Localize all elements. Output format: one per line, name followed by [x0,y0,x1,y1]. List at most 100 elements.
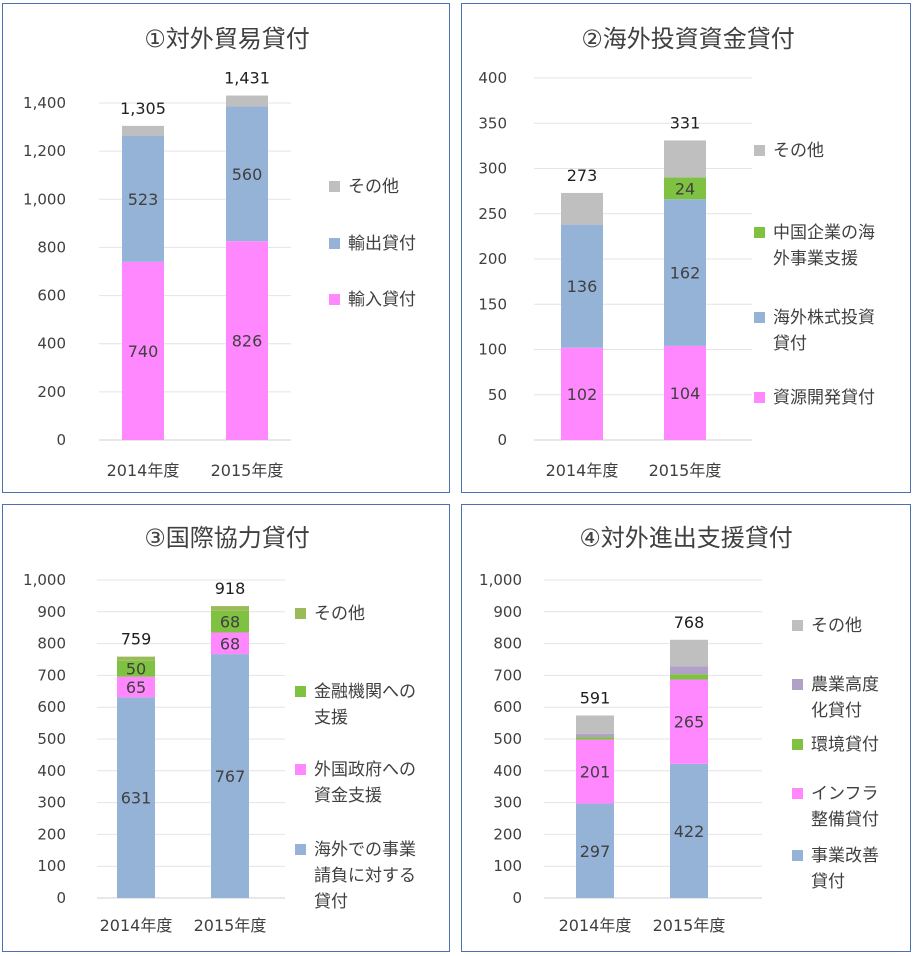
legend-swatch [329,238,340,249]
y-tick-label: 600 [37,698,66,716]
bar-segment [561,224,603,348]
legend-swatch [295,844,306,855]
y-tick-label: 1,200 [23,142,66,160]
data-label: 102 [567,385,598,404]
data-label: 68 [220,634,240,653]
y-tick-label: 700 [37,666,66,684]
bar-segment [211,632,249,655]
y-tick-label: 0 [497,431,507,449]
y-tick-label: 200 [478,250,507,268]
legend-swatch [792,739,803,750]
bar-segment [670,666,708,675]
legend-label: 貸付 [314,892,348,912]
bar-segment [670,674,708,680]
chart-panel-2: ②海外投資資金貸付 0 50 100 150 200 250 300 350 400 102 136 2… [461,3,911,493]
legend-swatch [295,764,306,775]
data-label: 104 [670,384,701,403]
y-tick-label: 900 [37,603,66,621]
legend-label: 請負に対する [314,866,416,886]
data-label: 265 [674,713,705,732]
total-label: 591 [580,688,611,707]
chart-title: ③国際協力貸付 [144,524,310,552]
legend-label: 農業高度 [811,675,879,695]
bar-segment [117,676,155,698]
y-tick-label: 200 [493,825,522,843]
y-tick-label: 150 [478,295,507,313]
x-tick-label: 2015年度 [653,916,726,935]
legend-label: その他 [314,604,365,624]
y-tick-label: 800 [493,635,522,653]
y-tick-label: 100 [37,857,66,875]
total-label: 918 [215,579,246,598]
bar-segment [211,610,249,633]
y-tick-label: 250 [478,205,507,223]
chart-3: ③国際協力貸付 0 100 200 300 400 500 600 700 800 900 1,000… [23,524,416,935]
legend-swatch [754,312,765,323]
bar-segment [226,241,268,440]
total-label: 768 [674,613,705,632]
bar-segment [122,261,164,440]
chart-panel-1: ①対外貿易貸付 0 200 400 600 800 1,000 1,200 1,400 740 52… [2,3,450,493]
data-label: 297 [580,842,611,861]
legend-label: 化貸付 [811,701,862,721]
legend-label: 海外株式投資 [773,308,875,328]
y-tick-label: 350 [478,114,507,132]
legend-label: 事業改善 [811,846,879,866]
chart-title: ④対外進出支援貸付 [579,524,793,552]
y-tick-label: 0 [512,889,522,907]
y-tick-label: 500 [37,730,66,748]
legend-label: その他 [348,177,399,197]
chart-panel-4: ④対外進出支援貸付 0 100 200 300 400 500 600 700 800 900 1,0… [461,504,911,952]
bar-segment [576,715,614,734]
bar-segment [561,192,603,225]
y-tick-label: 600 [37,287,66,305]
total-label: 1,431 [224,69,270,88]
data-label: 24 [675,179,695,198]
bar-segment [122,135,164,262]
x-tick-label: 2014年度 [107,461,180,480]
y-tick-label: 1,400 [23,94,66,112]
y-tick-label: 300 [37,794,66,812]
y-tick-label: 0 [56,431,66,449]
chart-panel-3: ③国際協力貸付 0 100 200 300 400 500 600 700 800 900 1,000… [2,504,450,952]
data-label: 50 [126,660,146,679]
y-tick-label: 1,000 [23,190,66,208]
legend-swatch [295,608,306,619]
data-label: 631 [121,789,152,808]
bar-segment [664,140,706,178]
legend-label: 貸付 [773,334,807,354]
legend-label: 輸入貸付 [348,290,416,310]
x-tick-label: 2015年度 [649,461,722,480]
x-tick-label: 2014年度 [559,916,632,935]
x-tick-label: 2015年度 [194,916,267,935]
y-tick-label: 300 [493,794,522,812]
legend-swatch [792,850,803,861]
data-label: 65 [126,678,146,697]
bar-segment [670,679,708,764]
bar-segment [670,639,708,667]
chart-1: ①対外貿易貸付 0 200 400 600 800 1,000 1,200 1,400 740 52… [23,25,416,480]
bar-segment [576,739,614,804]
data-label: 826 [232,332,263,351]
bar-segment [664,345,706,440]
y-tick-label: 50 [488,386,507,404]
chart-4: ④対外進出支援貸付 0 100 200 300 400 500 600 700 800 900 1,0… [479,524,879,935]
bar-segment [226,106,268,242]
bar-segment [211,606,249,611]
y-tick-label: 600 [493,698,522,716]
y-tick-label: 1,000 [479,571,522,589]
bar-segment [664,177,706,200]
y-tick-label: 800 [37,238,66,256]
legend-label: 環境貸付 [811,735,879,755]
legend-label: 輸出貸付 [348,234,416,254]
bar-segment [576,733,614,738]
y-tick-label: 100 [493,857,522,875]
bar-segment [576,803,614,898]
legend-label: その他 [773,141,824,161]
legend-swatch [754,392,765,403]
data-label: 560 [232,165,263,184]
y-tick-label: 300 [478,160,507,178]
bar-segment [117,656,155,661]
legend-label: その他 [811,616,862,636]
x-tick-label: 2015年度 [211,461,284,480]
